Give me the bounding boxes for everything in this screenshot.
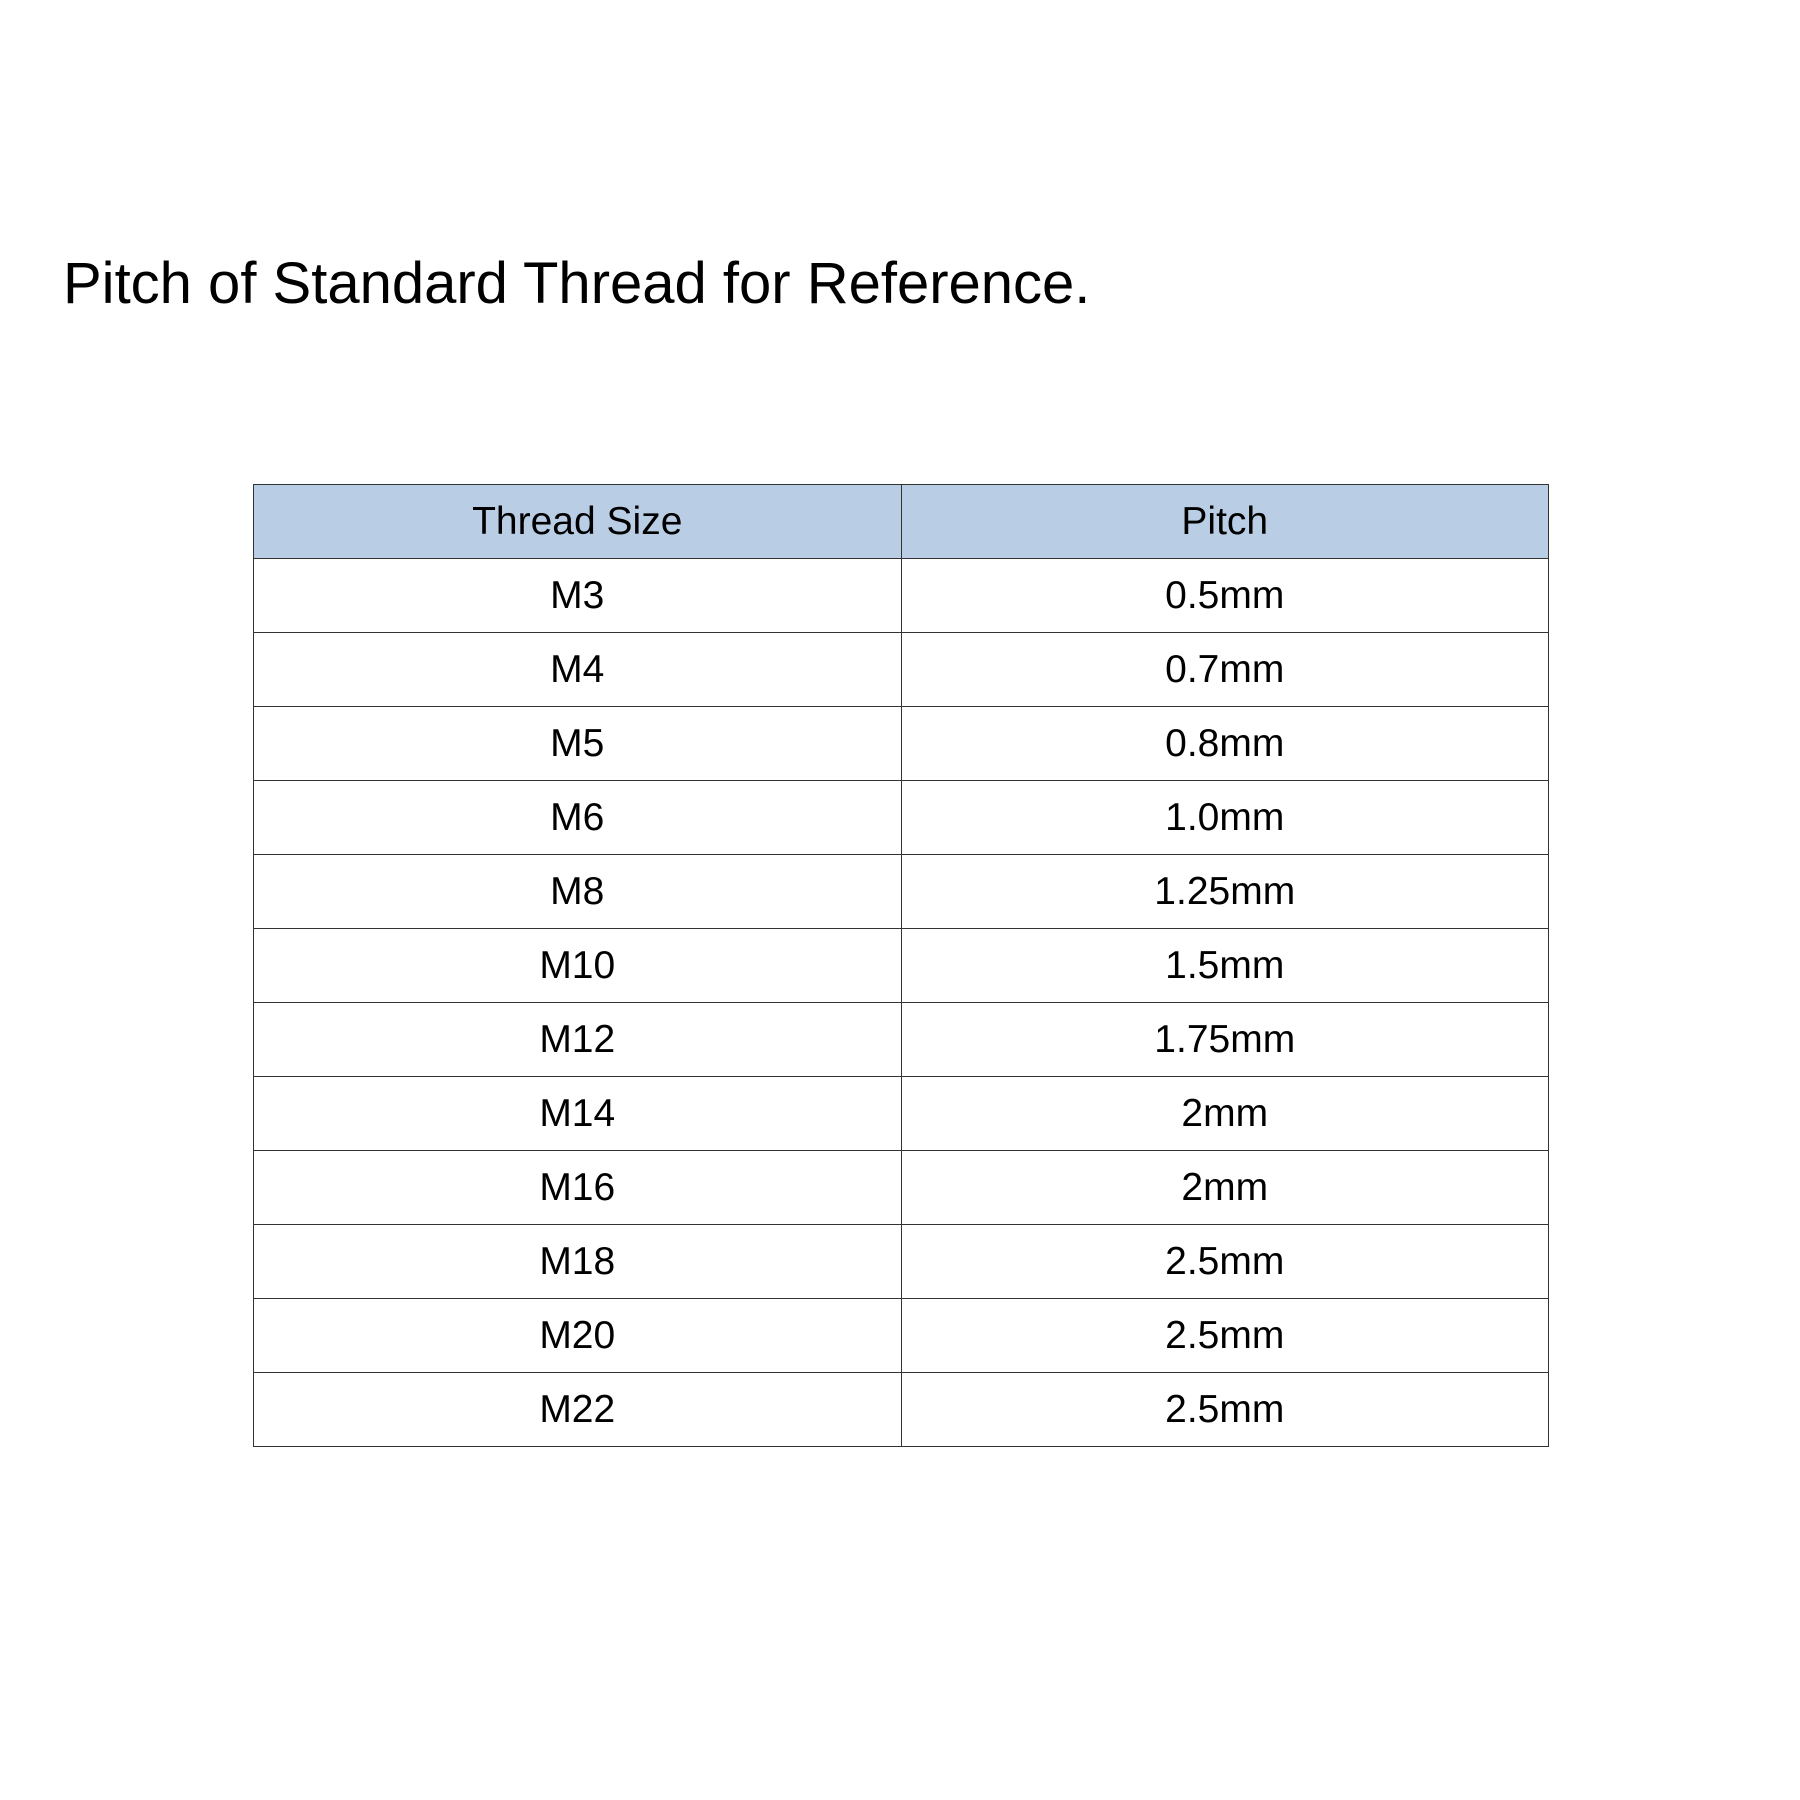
pitch-cell: 0.7mm: [900, 632, 1549, 707]
thread-pitch-table: Thread Size Pitch M3 0.5mm M4 0.7mm M5 0.8mm M…: [253, 484, 1549, 1447]
pitch-cell: 1.5mm: [900, 928, 1549, 1003]
thread-size-cell: M22: [253, 1372, 902, 1447]
thread-size-cell: M8: [253, 854, 902, 929]
thread-size-cell: M18: [253, 1224, 902, 1299]
table-row: M5 0.8mm: [253, 706, 1549, 781]
pitch-cell: 0.5mm: [900, 558, 1549, 633]
thread-size-cell: M6: [253, 780, 902, 855]
column-header-thread-size: Thread Size: [253, 484, 902, 559]
table-row: M10 1.5mm: [253, 928, 1549, 1003]
pitch-cell: 2.5mm: [900, 1224, 1549, 1299]
pitch-cell: 2.5mm: [900, 1298, 1549, 1373]
thread-size-cell: M14: [253, 1076, 902, 1151]
table-row: M8 1.25mm: [253, 854, 1549, 929]
pitch-cell: 2mm: [900, 1150, 1549, 1225]
column-header-pitch: Pitch: [900, 484, 1549, 559]
thread-size-cell: M5: [253, 706, 902, 781]
table-row: M3 0.5mm: [253, 558, 1549, 633]
page-title: Pitch of Standard Thread for Reference.: [63, 251, 1091, 316]
table-row: M16 2mm: [253, 1150, 1549, 1225]
pitch-cell: 1.75mm: [900, 1002, 1549, 1077]
thread-size-cell: M20: [253, 1298, 902, 1373]
pitch-cell: 2.5mm: [900, 1372, 1549, 1447]
table-row: M6 1.0mm: [253, 780, 1549, 855]
thread-size-cell: M12: [253, 1002, 902, 1077]
table-row: M20 2.5mm: [253, 1298, 1549, 1373]
table-row: M14 2mm: [253, 1076, 1549, 1151]
table-row: M4 0.7mm: [253, 632, 1549, 707]
pitch-cell: 1.25mm: [900, 854, 1549, 929]
pitch-cell: 2mm: [900, 1076, 1549, 1151]
thread-size-cell: M10: [253, 928, 902, 1003]
thread-size-cell: M16: [253, 1150, 902, 1225]
table-row: M18 2.5mm: [253, 1224, 1549, 1299]
table-row: M12 1.75mm: [253, 1002, 1549, 1077]
table-header-row: Thread Size Pitch: [253, 484, 1549, 559]
thread-size-cell: M4: [253, 632, 902, 707]
pitch-cell: 0.8mm: [900, 706, 1549, 781]
thread-size-cell: M3: [253, 558, 902, 633]
table-row: M22 2.5mm: [253, 1372, 1549, 1447]
pitch-cell: 1.0mm: [900, 780, 1549, 855]
